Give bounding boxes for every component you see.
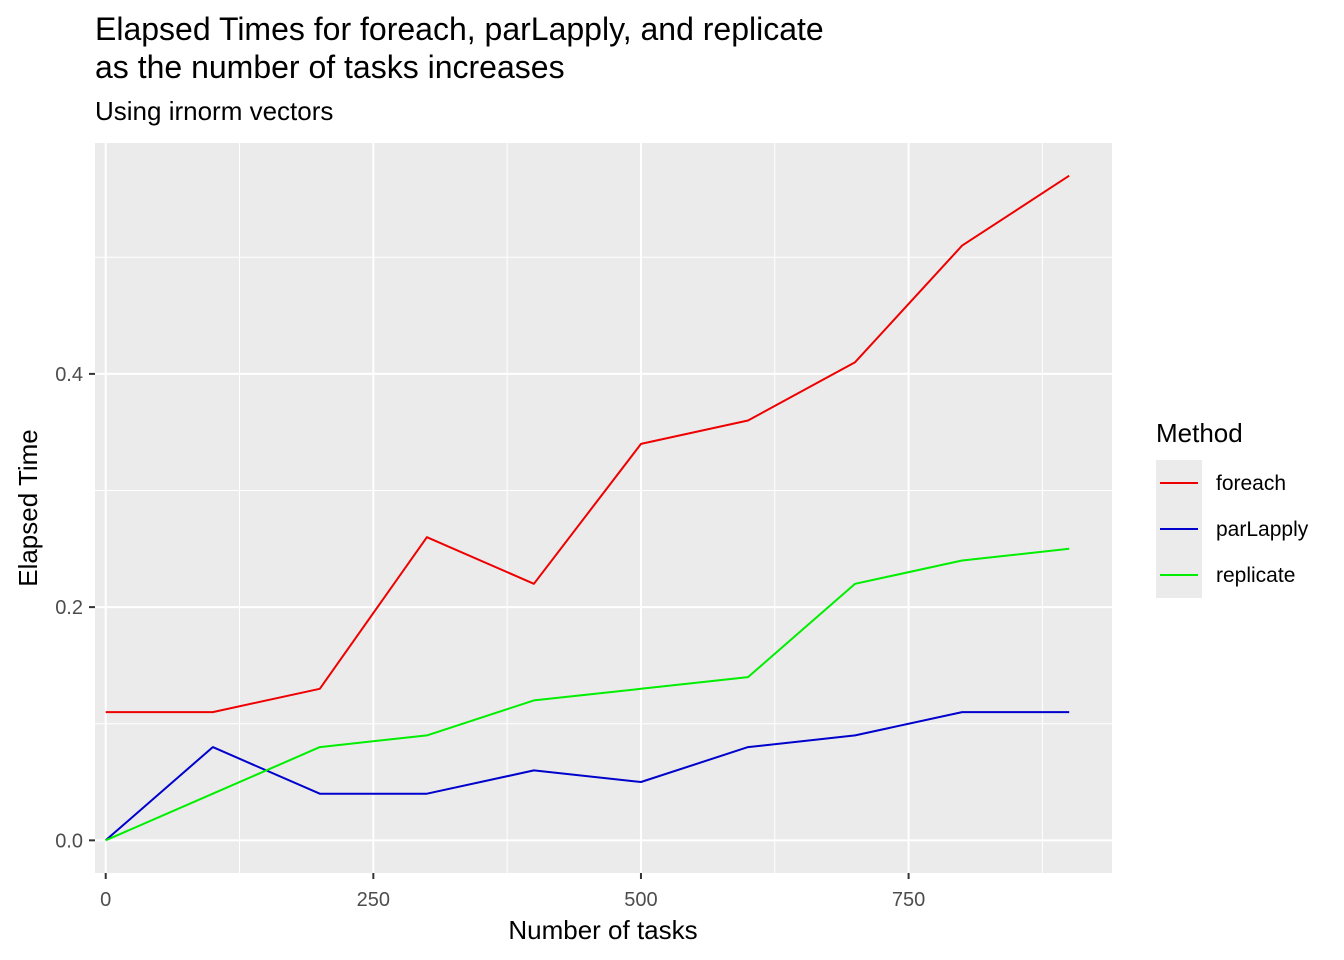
plot-panel xyxy=(95,143,1112,873)
legend-title: Method xyxy=(1156,418,1243,448)
x-tick-label: 250 xyxy=(357,889,390,911)
major-gridlines xyxy=(95,143,1112,873)
legend-keys: foreach parLapply replicate xyxy=(1156,460,1309,598)
chart-title-line-2: as the number of tasks increases xyxy=(95,49,565,85)
x-tick-label: 750 xyxy=(892,889,925,911)
y-axis-label: Elapsed Time xyxy=(13,429,43,587)
chart-title: Elapsed Times for foreach, parLapply, an… xyxy=(95,10,824,86)
y-axis-ticks: 0.0 0.2 0.4 xyxy=(55,364,95,852)
series-line-replicate xyxy=(105,547,1070,842)
legend-label-replicate: replicate xyxy=(1216,564,1295,587)
y-tick-label: 0.4 xyxy=(55,364,83,386)
x-tick-label: 500 xyxy=(624,889,657,911)
x-axis-label: Number of tasks xyxy=(508,915,697,945)
chart-subtitle: Using irnorm vectors xyxy=(95,96,334,126)
chart-title-line-1: Elapsed Times for foreach, parLapply, an… xyxy=(95,11,824,47)
x-axis-ticks: 0 250 500 750 xyxy=(100,873,925,911)
series-line-foreach xyxy=(105,174,1070,714)
series-lines xyxy=(105,174,1070,842)
y-tick-label: 0.0 xyxy=(55,830,83,852)
y-tick-label: 0.2 xyxy=(55,597,83,619)
legend-label-foreach: foreach xyxy=(1216,472,1286,495)
minor-gridlines xyxy=(95,143,1112,873)
legend-label-parlapply: parLapply xyxy=(1216,518,1309,541)
legend: Method foreach parLapply replicate xyxy=(1156,418,1309,598)
x-tick-label: 0 xyxy=(100,889,111,911)
